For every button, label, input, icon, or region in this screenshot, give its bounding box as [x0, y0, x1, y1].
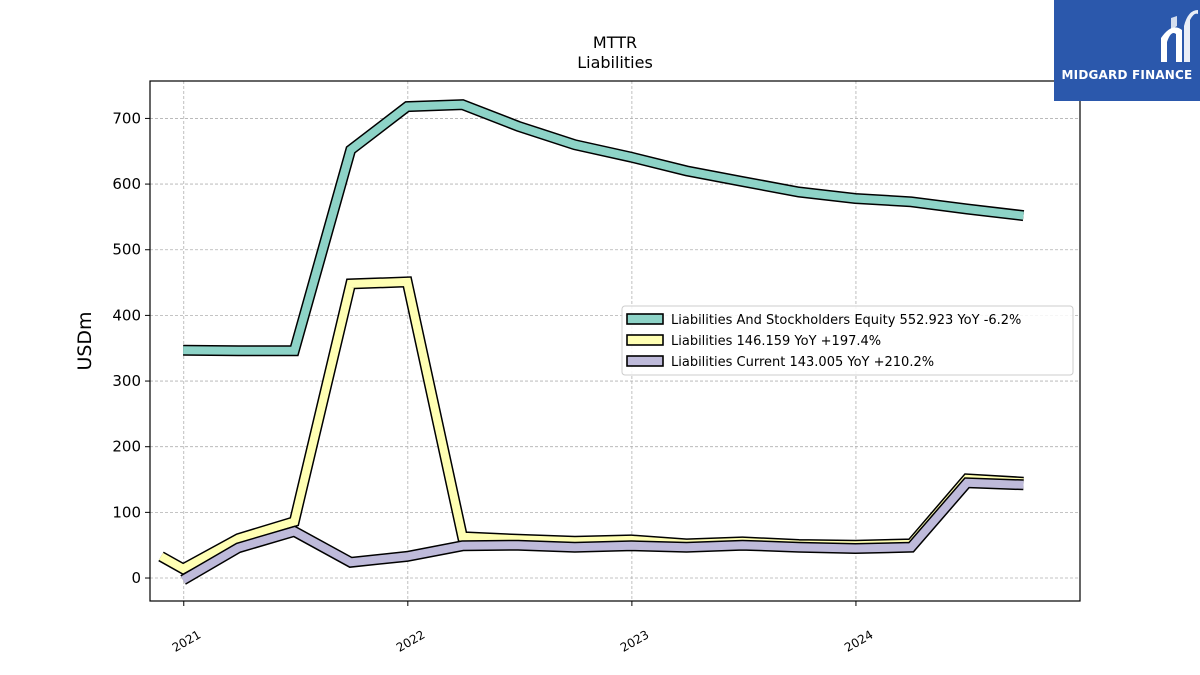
y-tick-label: 400 [112, 306, 141, 324]
y-tick-label: 500 [112, 241, 141, 259]
logo-mark-icon [1161, 10, 1198, 62]
series-lines [158, 99, 1025, 585]
x-tick-label: 2022 [394, 627, 427, 654]
legend: Liabilities And Stockholders Equity 552.… [621, 305, 1074, 376]
chart-subtitle: Liabilities [577, 53, 653, 72]
y-tick-label: 300 [112, 372, 141, 390]
legend-box [621, 305, 1074, 376]
series-line-outline [180, 477, 1024, 585]
y-tick-label: 700 [112, 109, 141, 127]
y-tick-label: 200 [112, 438, 141, 456]
chart-title: MTTR [593, 33, 637, 52]
legend-swatch [626, 355, 664, 367]
x-tick-label: 2024 [842, 627, 875, 654]
y-tick-label: 0 [131, 569, 141, 587]
y-tick-label: 100 [112, 503, 141, 521]
x-tick-label: 2021 [170, 627, 203, 654]
legend-swatch [626, 334, 664, 346]
legend-label: Liabilities And Stockholders Equity 552.… [671, 313, 1021, 328]
y-axis-label: USDm [74, 311, 96, 370]
series-line [183, 100, 1024, 355]
y-axis: 0 100 200 300 400 500 600 700 [112, 109, 150, 587]
plot-frame [149, 80, 1081, 602]
logo-text: MIDGARD FINANCE [1061, 68, 1193, 82]
legend-swatch [626, 313, 664, 325]
series-line [181, 478, 1024, 584]
x-tick-label: 2023 [618, 627, 651, 654]
y-tick-label: 600 [112, 175, 141, 193]
x-axis: 2021 2022 2023 2024 [170, 601, 875, 655]
legend-label: Liabilities 146.159 YoY +197.4% [671, 334, 881, 349]
legend-label: Liabilities Current 143.005 YoY +210.2% [671, 355, 934, 370]
brand-logo: MIDGARD FINANCE [1054, 0, 1200, 101]
